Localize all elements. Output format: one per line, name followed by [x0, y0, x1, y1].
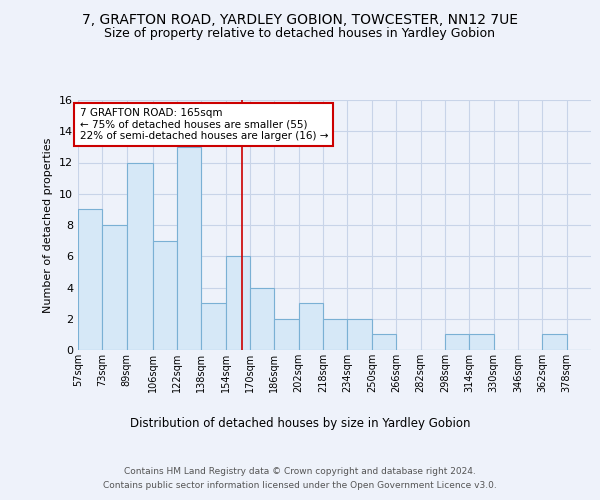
Bar — [347, 319, 372, 350]
Text: Contains HM Land Registry data © Crown copyright and database right 2024.: Contains HM Land Registry data © Crown c… — [124, 468, 476, 476]
Bar — [250, 288, 274, 350]
Bar — [202, 303, 226, 350]
Text: Distribution of detached houses by size in Yardley Gobion: Distribution of detached houses by size … — [130, 418, 470, 430]
Bar — [372, 334, 396, 350]
Bar — [445, 334, 469, 350]
Bar — [78, 210, 103, 350]
Y-axis label: Number of detached properties: Number of detached properties — [43, 138, 53, 312]
Bar — [469, 334, 494, 350]
Bar — [103, 225, 127, 350]
Bar — [127, 162, 152, 350]
Text: Size of property relative to detached houses in Yardley Gobion: Size of property relative to detached ho… — [104, 28, 496, 40]
Bar — [226, 256, 250, 350]
Bar — [323, 319, 347, 350]
Bar — [152, 240, 177, 350]
Text: Contains public sector information licensed under the Open Government Licence v3: Contains public sector information licen… — [103, 481, 497, 490]
Text: 7, GRAFTON ROAD, YARDLEY GOBION, TOWCESTER, NN12 7UE: 7, GRAFTON ROAD, YARDLEY GOBION, TOWCEST… — [82, 12, 518, 26]
Bar — [274, 319, 299, 350]
Bar — [542, 334, 566, 350]
Bar — [177, 147, 202, 350]
Bar — [299, 303, 323, 350]
Text: 7 GRAFTON ROAD: 165sqm
← 75% of detached houses are smaller (55)
22% of semi-det: 7 GRAFTON ROAD: 165sqm ← 75% of detached… — [80, 108, 328, 141]
